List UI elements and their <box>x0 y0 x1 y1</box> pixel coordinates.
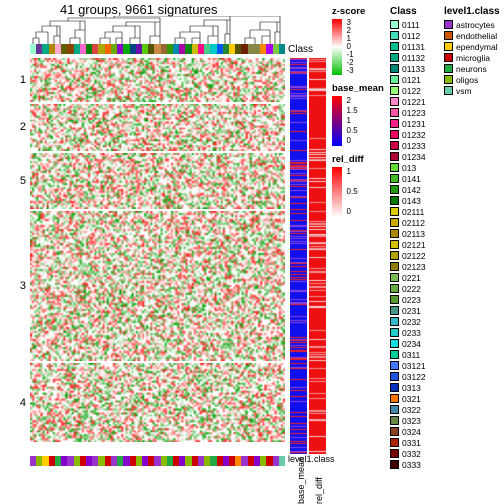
column-class-annotation <box>30 44 285 54</box>
reldiff-legend: rel_diff 10.50 <box>332 154 388 217</box>
class-legend: Class 0111011201131011320113301210122012… <box>390 6 440 470</box>
base-mean-label: base_mean <box>296 457 306 504</box>
zscore-gradient <box>332 19 342 75</box>
sidebar-axis-labels: base_mean rel_diff <box>290 470 330 504</box>
figure: 41 groups, 9661 signatures Class 12534 l… <box>0 0 504 504</box>
bottom-level1-annotation <box>30 456 285 466</box>
basemean-legend: base_mean 21.510.50 <box>332 83 388 146</box>
level1-legend: level1.class astrocytesendothelialependy… <box>444 6 504 96</box>
base-mean-sidebar <box>290 58 307 454</box>
bottom-annotation-label: level1.class <box>288 454 335 464</box>
column-dendrogram <box>30 16 285 44</box>
reldiff-ticks: 10.50 <box>347 167 358 217</box>
color-legends: z-score 3210-1-2-3 base_mean 21.510.50 r… <box>332 6 388 225</box>
plot-title: 41 groups, 9661 signatures <box>60 2 218 17</box>
heatmap-body <box>30 58 285 454</box>
zscore-legend: z-score 3210-1-2-3 <box>332 6 388 75</box>
rel-diff-label: rel_diff <box>314 477 324 504</box>
rel-diff-sidebar <box>309 58 326 454</box>
row-annotation-sidebars <box>290 58 326 454</box>
zscore-ticks: 3210-1-2-3 <box>347 19 354 75</box>
reldiff-gradient <box>332 167 342 217</box>
column-annotation-label: Class <box>288 44 313 55</box>
basemean-gradient <box>332 96 342 146</box>
basemean-ticks: 21.510.50 <box>347 96 358 146</box>
